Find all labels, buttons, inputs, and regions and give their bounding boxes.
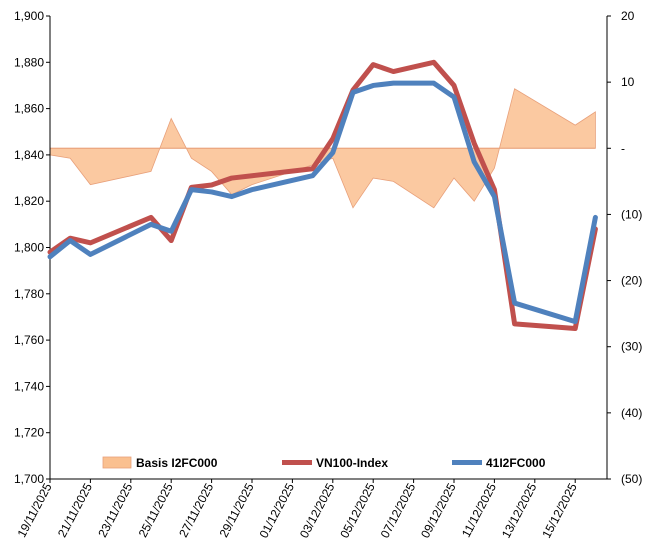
right-tick-label: (40) [621,406,642,420]
legend: Basis I2FC000 VN100-Index 41I2FC000 [102,456,546,470]
x-tick-label: 25/11/2025 [136,481,176,540]
x-tick-label: 13/12/2025 [499,481,540,541]
right-tick-label: 10 [621,75,635,89]
left-axis-ticks: 1,700 1,720 1,740 1,760 1,780 1,800 1,820 1,840… [14,9,50,486]
left-tick-label: 1,700 [14,472,44,486]
right-tick-label: (20) [621,274,642,288]
right-tick-label: (50) [621,472,642,486]
x-tick-label: 23/11/2025 [95,481,135,540]
x-tick-label: 21/11/2025 [55,481,95,540]
basis-area-layer [49,88,596,209]
right-tick-label: - [621,141,625,155]
x-tick-label: 07/12/2025 [378,481,419,541]
right-tick-label: 20 [621,9,635,23]
x-axis-ticks: 19/11/2025 21/11/2025 23/11/2025 25/11/2025… [15,479,580,540]
axes [49,16,608,480]
right-axis-ticks: (50) (40) (30) (20) (10) - 10 20 [607,9,642,486]
left-tick-label: 1,780 [14,287,44,301]
x-tick-label: 09/12/2025 [418,481,459,541]
legend-label-41i2fc000: 41I2FC000 [486,456,546,470]
x-tick-label: 01/12/2025 [256,481,297,541]
left-tick-label: 1,840 [14,148,44,162]
legend-swatch-basis [102,456,132,469]
x-tick-label: 29/11/2025 [217,481,257,540]
left-tick-label: 1,860 [14,102,44,116]
right-tick-label: (10) [621,207,642,221]
left-tick-label: 1,740 [14,379,44,393]
left-tick-label: 1,720 [14,426,44,440]
legend-label-basis: Basis I2FC000 [136,456,218,470]
left-tick-label: 1,800 [14,241,44,255]
right-tick-label: (30) [621,340,642,354]
x-tick-label: 27/11/2025 [176,481,216,540]
left-tick-label: 1,760 [14,333,44,347]
basis-area [49,88,596,209]
x-tick-label: 11/12/2025 [459,481,499,540]
x-tick-label: 05/12/2025 [337,481,378,541]
left-tick-label: 1,900 [14,9,44,23]
x-tick-label: 03/12/2025 [297,481,338,541]
legend-label-vn100: VN100-Index [316,456,388,470]
x-tick-label: 19/11/2025 [15,481,55,540]
left-tick-label: 1,820 [14,194,44,208]
left-tick-label: 1,880 [14,55,44,69]
series-lines [47,59,598,332]
x-tick-label: 15/12/2025 [539,481,580,541]
series-line-41i2fc000 [47,80,598,325]
